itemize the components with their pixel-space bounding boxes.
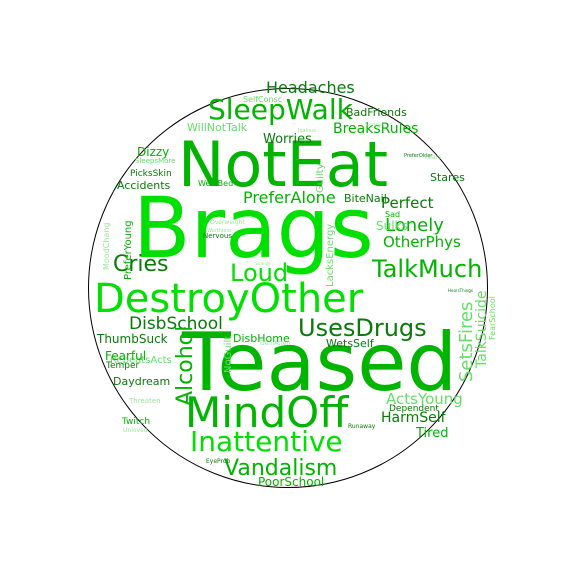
cloud-word: Nervous xyxy=(203,232,232,240)
cloud-word: NoGuilt xyxy=(223,335,234,373)
cloud-word: Dependent xyxy=(389,404,439,414)
cloud-word: Sulks xyxy=(376,219,408,233)
cloud-word: PreferOlder xyxy=(404,153,433,159)
cloud-word: HearsThings xyxy=(448,288,473,293)
cloud-word: Worries xyxy=(263,132,312,147)
cloud-word: Vandalism xyxy=(224,456,338,481)
cloud-word: SleepsMore xyxy=(135,157,176,165)
cloud-word: PoorSchool xyxy=(258,475,325,489)
cloud-word: Cries xyxy=(113,252,169,277)
cloud-word: Headaches xyxy=(266,78,355,97)
cloud-word: DestroyOther xyxy=(94,276,364,322)
cloud-word: Brags xyxy=(133,179,374,277)
cloud-word: Jealous xyxy=(298,128,316,134)
cloud-word: TalkMuch xyxy=(372,255,483,283)
cloud-word: WetsSelf xyxy=(326,337,374,350)
cloud-word: BiteNail xyxy=(344,192,387,205)
cloud-word: Worthless xyxy=(207,228,232,234)
cloud-word: HarmSelf xyxy=(381,410,446,426)
cloud-word: DemAtten xyxy=(260,340,291,347)
cloud-word: FearSchool xyxy=(488,296,497,340)
cloud-word: PreferAlone xyxy=(243,188,336,207)
cloud-word: EyeProb xyxy=(206,458,231,465)
cloud-word: Fears xyxy=(425,154,442,161)
cloud-word: BadFriends xyxy=(346,106,407,119)
cloud-word: Unloved xyxy=(123,427,148,434)
cloud-word: Secretive xyxy=(365,122,384,127)
cloud-word: Perfect xyxy=(381,194,434,212)
cloud-word: ActsYoung xyxy=(386,390,463,408)
cloud-word: Runaway xyxy=(348,423,376,430)
cloud-word: Loud xyxy=(230,259,289,287)
cloud-word: RepeatsActs xyxy=(110,355,172,366)
cloud-word: TalkSuicide xyxy=(474,290,490,368)
cloud-word: Fearful xyxy=(105,349,147,363)
cloud-word: Temper xyxy=(106,361,140,371)
cloud-word: Strange xyxy=(255,261,271,266)
cloud-word: LacksEnergy xyxy=(325,223,336,287)
cloud-word: WetsBed xyxy=(198,179,234,188)
cloud-word: Teased xyxy=(182,316,458,409)
cloud-word: Overweight xyxy=(210,219,245,226)
cloud-word: MindOff xyxy=(185,388,349,437)
cloud-word: Daydream xyxy=(113,375,171,388)
cloud-word: NotEat xyxy=(178,128,389,201)
cloud-word: WillNotTalk xyxy=(187,121,248,134)
cloud-word: PicksSkin xyxy=(130,169,172,179)
cloud-word: Sad xyxy=(385,210,401,219)
cloud-word: PreferYoung xyxy=(123,220,134,280)
cloud-word: Stares xyxy=(430,171,465,184)
cloud-word: Twitch xyxy=(122,417,151,427)
cloud-word: Tired xyxy=(416,426,449,441)
cloud-word: Accidents xyxy=(117,179,171,192)
cloud-word: UsesDrugs xyxy=(298,314,427,342)
cloud-word: Lonely xyxy=(385,215,444,236)
cloud-word: Inattentive xyxy=(190,425,343,458)
cloud-word: OtherPhys xyxy=(383,233,461,251)
cloud-word: ThumbSuck xyxy=(97,332,168,346)
cloud-word: SleepWalk xyxy=(208,93,353,126)
cloud-boundary-circle xyxy=(88,88,488,488)
cloud-word: MoodChang xyxy=(102,222,111,270)
cloud-word: Threaten xyxy=(129,397,161,405)
cloud-word: SelfConsc xyxy=(243,95,283,104)
cloud-word: DisbHome xyxy=(233,332,290,345)
cloud-word: Alcohol xyxy=(173,325,198,406)
cloud-word: DisbSchool xyxy=(129,314,223,334)
cloud-word: BreaksRules xyxy=(333,121,419,137)
cloud-word: Dizzy xyxy=(137,145,170,159)
cloud-word: Guilty xyxy=(315,163,326,193)
